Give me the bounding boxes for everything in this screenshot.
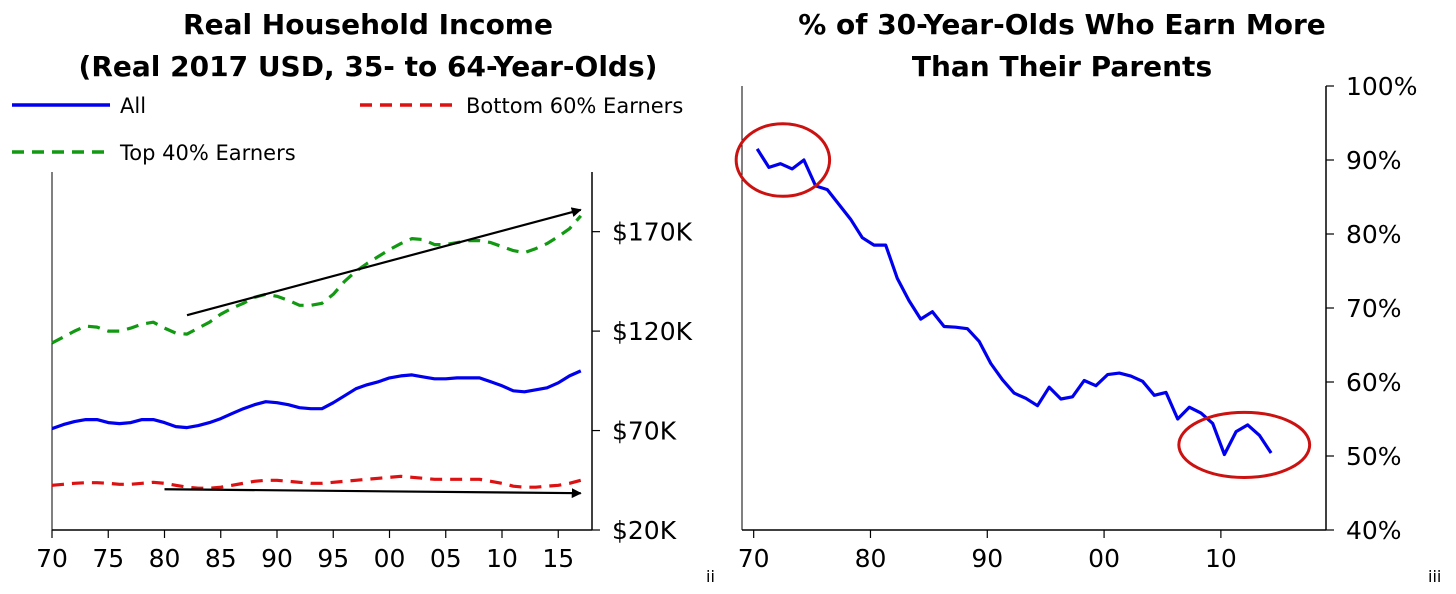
income-x-ticks: 70 75 80 85 90 95 00 05 10 15: [36, 530, 574, 573]
income-x-tick-label: 75: [92, 544, 124, 573]
earn-more-y-ticks: 100% 90% 80% 70% 60% 50% 40%: [1326, 72, 1417, 545]
earn-more-y-tick-label: 80%: [1346, 220, 1402, 249]
earn-more-x-tick-label: 00: [1088, 544, 1120, 573]
legend-label-bottom-60: Bottom 60% Earners: [466, 94, 683, 118]
earn-more-x-tick-label: 90: [971, 544, 1003, 573]
income-y-tick-label: $170K: [612, 218, 693, 247]
income-trend-arrow-0: [186, 207, 582, 317]
legend-label-top-40: Top 40% Earners: [119, 141, 296, 165]
income-series-line-2: [51, 214, 583, 345]
earn-more-title-line2: Than Their Parents: [912, 50, 1212, 83]
income-series-line-0: [51, 369, 582, 431]
income-chart-note: ii: [706, 567, 715, 586]
earn-more-highlight-circle-0: [734, 122, 832, 198]
income-chart: Real Household Income (Real 2017 USD, 35…: [12, 8, 715, 586]
earn-more-y-tick-label: 100%: [1346, 72, 1417, 101]
income-y-ticks: $170K $120K $70K $20K: [592, 218, 693, 545]
earn-more-y-tick-label: 90%: [1346, 146, 1402, 175]
earn-more-x-tick-label: 70: [738, 544, 770, 573]
income-y-tick-label: $70K: [612, 417, 677, 446]
income-y-tick-label: $20K: [612, 516, 677, 545]
earn-more-series: [755, 148, 1273, 457]
earn-more-title-line1: % of 30-Year-Olds Who Earn More: [798, 8, 1326, 41]
earn-more-series-line-0: [755, 148, 1273, 457]
income-x-tick-label: 95: [317, 544, 349, 573]
income-x-tick-label: 15: [542, 544, 574, 573]
income-x-tick-label: 10: [486, 544, 518, 573]
income-chart-title-line2: (Real 2017 USD, 35- to 64-Year-Olds): [79, 50, 658, 83]
earn-more-y-tick-label: 40%: [1346, 516, 1402, 545]
income-y-tick-label: $120K: [612, 317, 693, 346]
income-x-tick-label: 80: [149, 544, 181, 573]
income-x-tick-label: 70: [36, 544, 68, 573]
income-x-tick-label: 00: [374, 544, 406, 573]
income-series-line-1: [51, 474, 582, 490]
income-trend-arrow-1: [164, 488, 582, 499]
income-trend-arrows: [164, 207, 582, 499]
earn-more-x-ticks: 70 80 90 00 10: [738, 530, 1237, 573]
earn-more-x-tick-label: 80: [855, 544, 887, 573]
earn-more-highlight-circle-1: [1177, 410, 1312, 479]
legend-label-all: All: [120, 94, 146, 118]
income-x-tick-label: 90: [261, 544, 293, 573]
earn-more-x-tick-label: 10: [1205, 544, 1237, 573]
earn-more-highlight-circles: [734, 122, 1312, 479]
earn-more-chart: % of 30-Year-Olds Who Earn More Than The…: [734, 8, 1441, 586]
earn-more-y-tick-label: 50%: [1346, 442, 1402, 471]
income-chart-title-line1: Real Household Income: [183, 8, 553, 41]
income-x-tick-label: 05: [430, 544, 462, 573]
income-series: [51, 214, 583, 490]
income-legend: All Bottom 60% Earners Top 40% Earners: [12, 94, 683, 165]
earn-more-chart-note: iii: [1428, 567, 1441, 586]
earn-more-y-tick-label: 60%: [1346, 368, 1402, 397]
earn-more-y-tick-label: 70%: [1346, 294, 1402, 323]
income-x-tick-label: 85: [205, 544, 237, 573]
